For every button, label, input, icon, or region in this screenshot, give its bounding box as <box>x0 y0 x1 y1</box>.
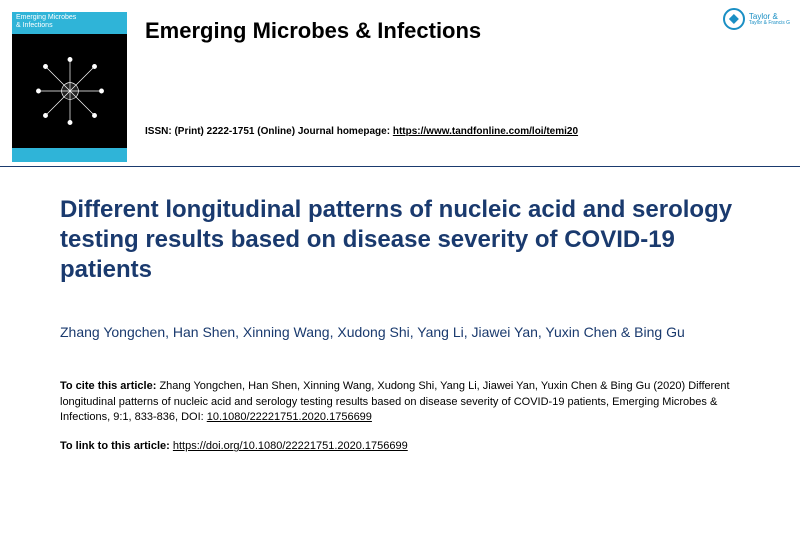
issn-text: ISSN: (Print) 2222-1751 (Online) Journal… <box>145 126 393 137</box>
citation-block: To cite this article: Zhang Yongchen, Ha… <box>60 379 740 427</box>
issn-line: ISSN: (Print) 2222-1751 (Online) Journal… <box>145 126 800 137</box>
homepage-link[interactable]: https://www.tandfonline.com/loi/temi20 <box>393 126 578 137</box>
citation-label: To cite this article: <box>60 380 159 392</box>
publisher-tagline: Taylor & Francis G <box>749 21 790 26</box>
publisher-badge: Taylor & Taylor & Francis G <box>723 8 790 30</box>
cover-footer <box>12 148 127 162</box>
citation-text: Zhang Yongchen, Han Shen, Xinning Wang, … <box>60 380 730 424</box>
journal-name: Emerging Microbes & Infections <box>145 18 800 44</box>
journal-info: Emerging Microbes & Infections ISSN: (Pr… <box>145 12 800 162</box>
publisher-text: Taylor & Taylor & Francis G <box>749 13 790 26</box>
header: Emerging Microbes & Infections <box>0 0 800 162</box>
link-label: To link to this article: <box>60 440 173 452</box>
cover-art <box>12 34 127 148</box>
article-doi-link[interactable]: https://doi.org/10.1080/22221751.2020.17… <box>173 440 408 452</box>
journal-cover: Emerging Microbes & Infections <box>12 12 127 162</box>
publisher-logo-icon <box>723 8 745 30</box>
article-title: Different longitudinal patterns of nucle… <box>60 195 740 285</box>
cover-title: Emerging Microbes & Infections <box>12 12 127 34</box>
link-block: To link to this article: https://doi.org… <box>60 440 740 452</box>
citation-doi: 10.1080/22221751.2020.1756699 <box>207 411 372 423</box>
microbe-icon <box>35 56 105 126</box>
authors: Zhang Yongchen, Han Shen, Xinning Wang, … <box>60 323 740 343</box>
article-content: Different longitudinal patterns of nucle… <box>0 167 800 452</box>
